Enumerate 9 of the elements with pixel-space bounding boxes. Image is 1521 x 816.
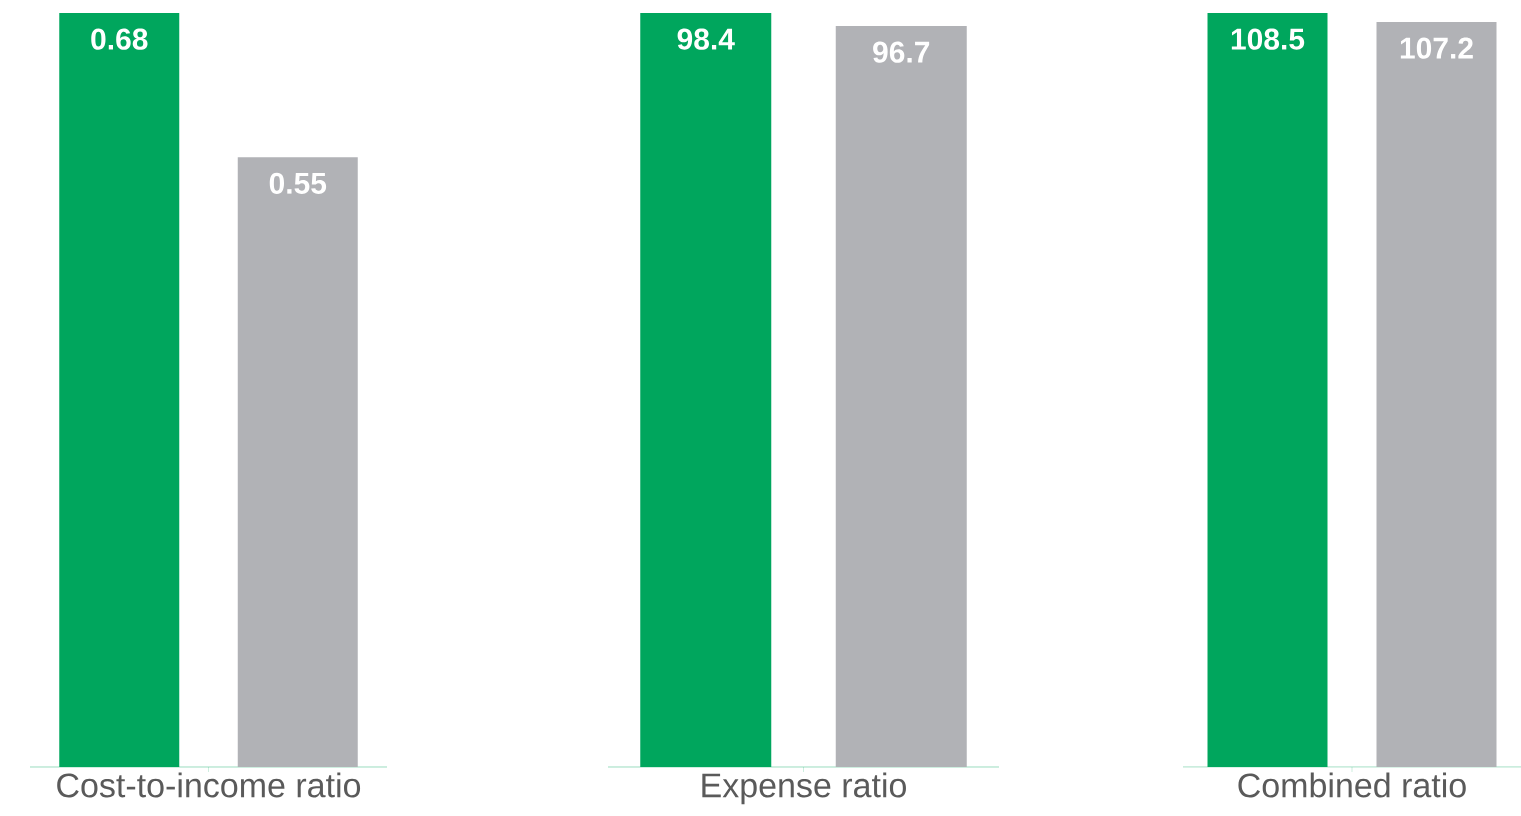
x-axis-title: Expense ratio [702, 772, 906, 805]
data-label: 98.4 [677, 28, 735, 50]
data-label: 108.5 [1231, 28, 1305, 50]
data-label: 0.68 [91, 28, 148, 50]
data-label: 0.55 [269, 172, 327, 194]
x-axis-title: Combined ratio [1238, 772, 1466, 798]
x-axis-title: Cost-to-income ratio [57, 772, 361, 798]
data-label: 96.7 [873, 41, 930, 63]
data-label: 107.2 [1400, 37, 1473, 59]
